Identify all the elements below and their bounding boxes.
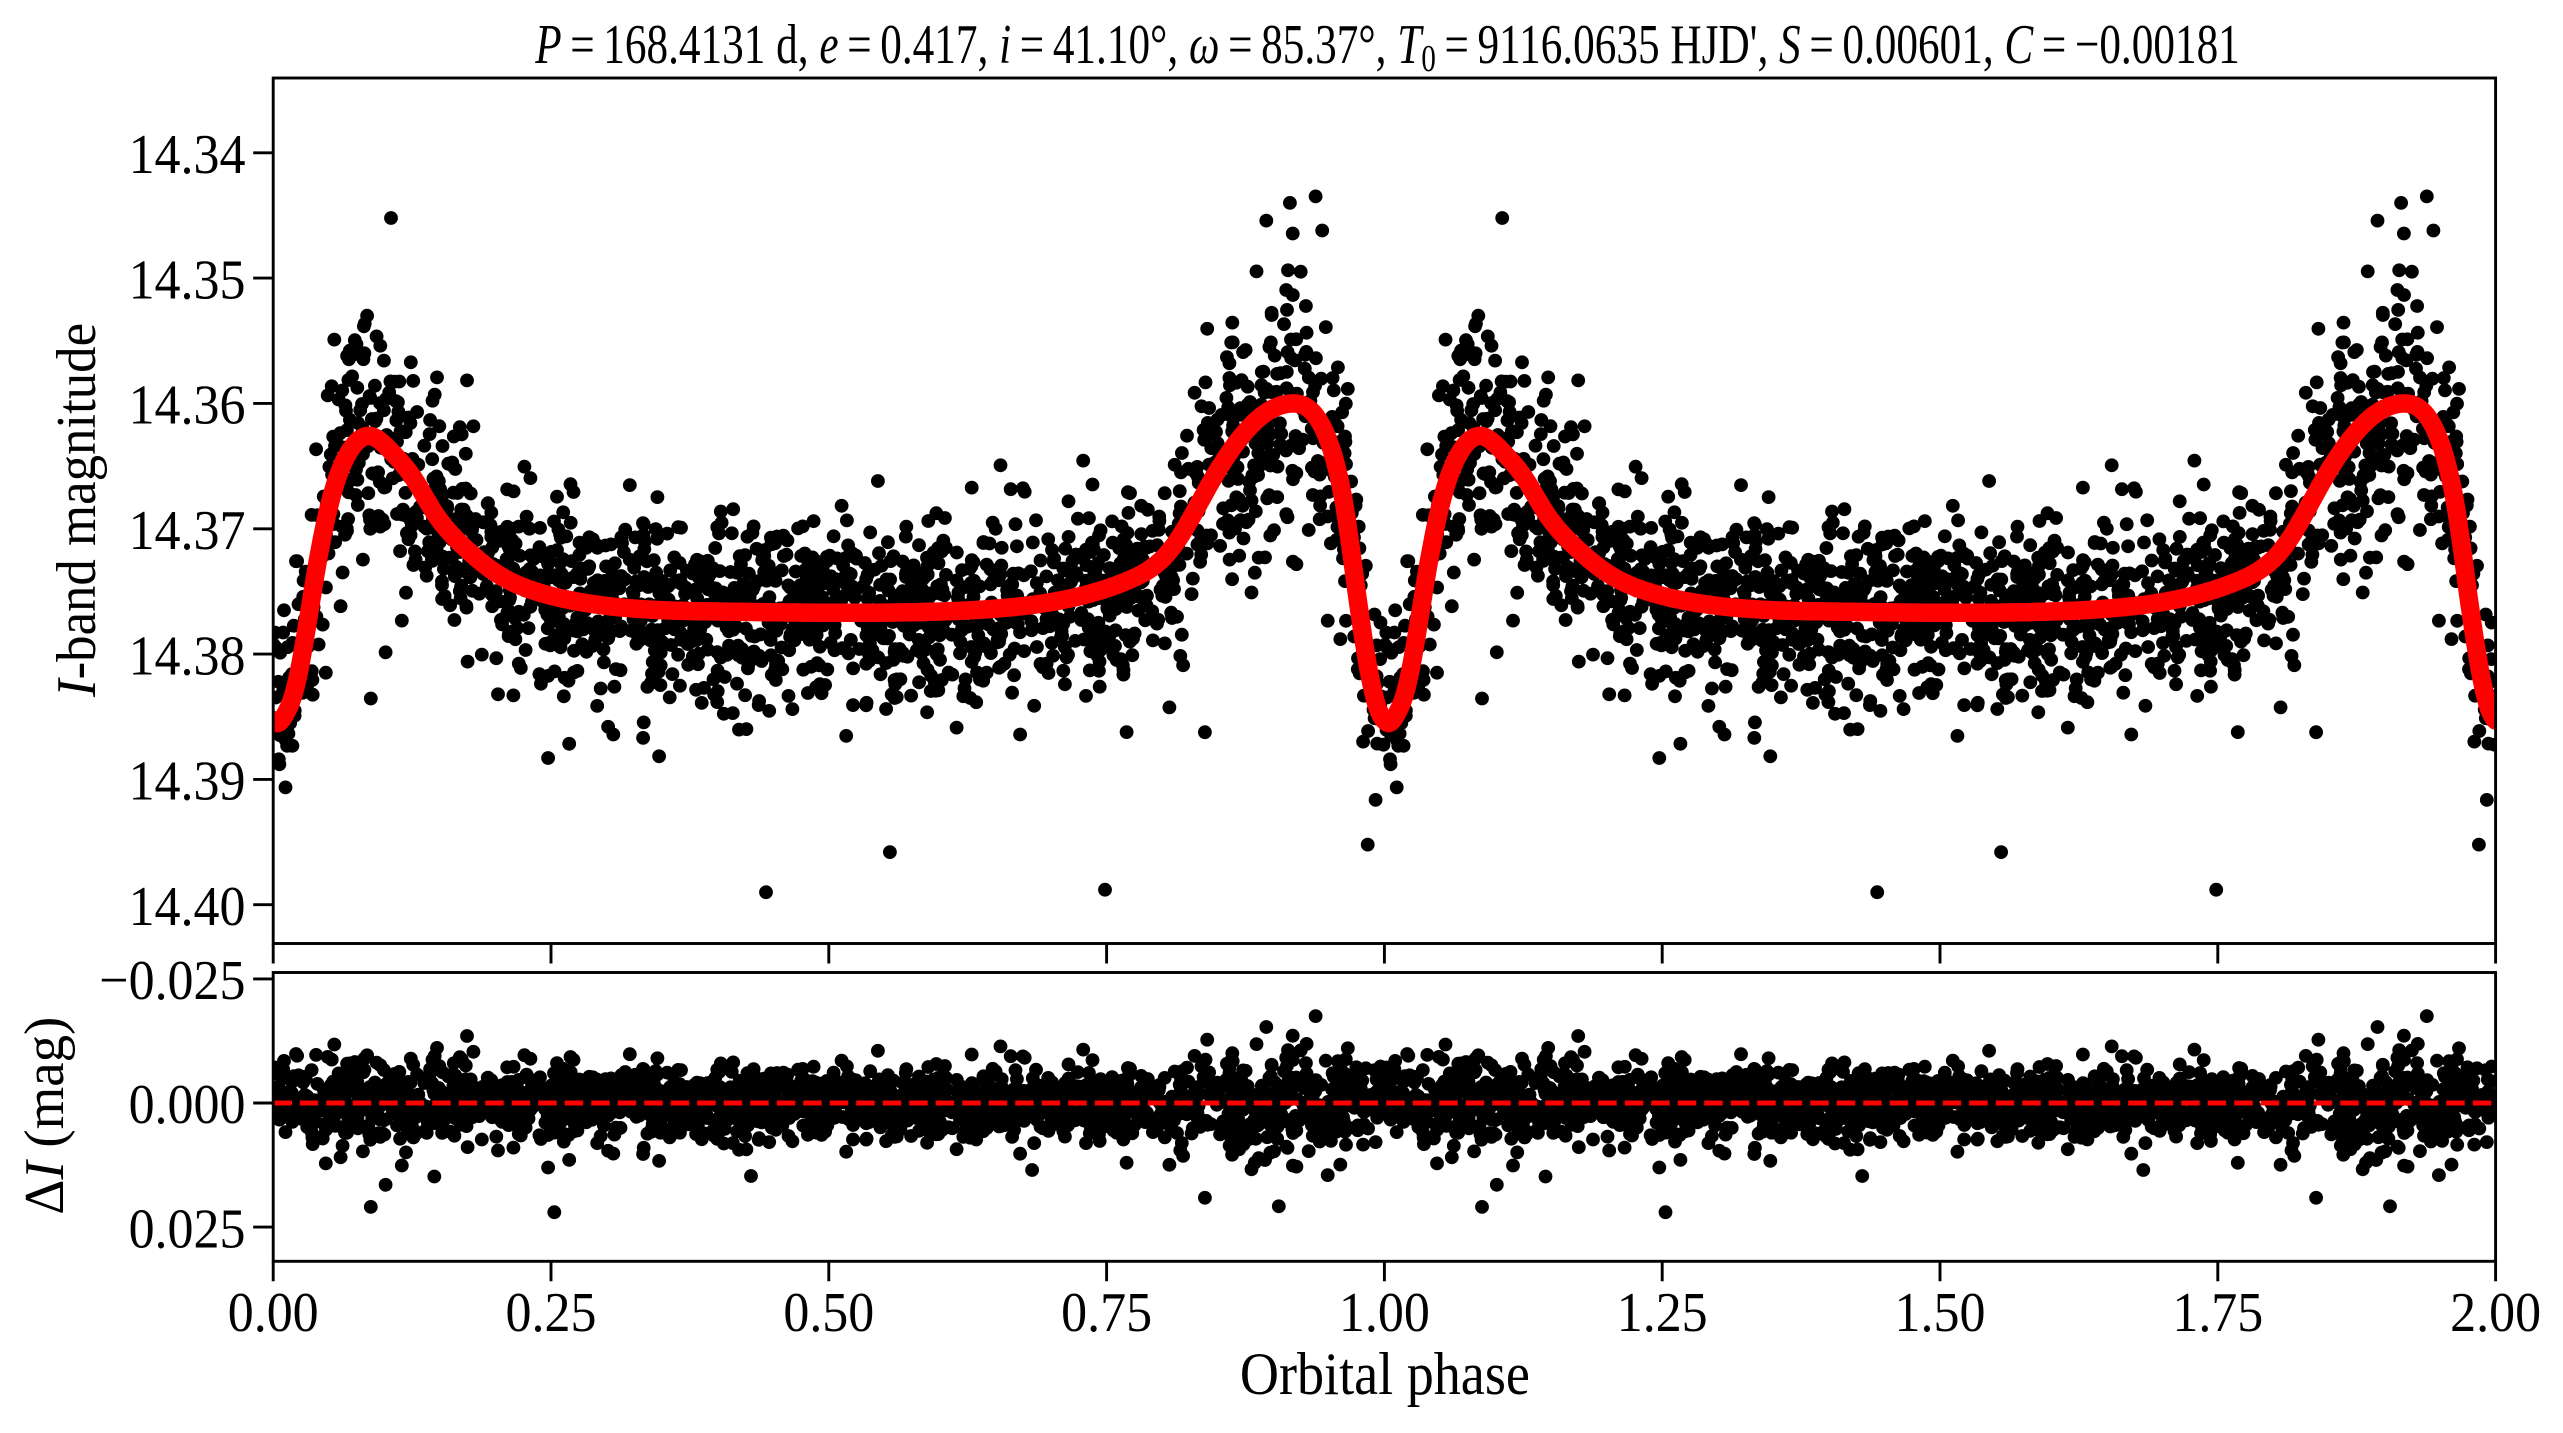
svg-text:14.35: 14.35 [129,248,246,310]
svg-text:0.25: 0.25 [506,1281,597,1343]
svg-text:14.38: 14.38 [129,624,246,686]
svg-text:ΔI (mag): ΔI (mag) [13,1017,76,1215]
svg-text:0.00: 0.00 [228,1281,319,1343]
svg-text:1.00: 1.00 [1339,1281,1430,1343]
svg-text:14.40: 14.40 [129,875,246,937]
svg-text:14.39: 14.39 [129,750,246,812]
svg-text:1.25: 1.25 [1617,1281,1708,1343]
svg-text:1.75: 1.75 [2172,1281,2263,1343]
svg-text:0.025: 0.025 [129,1197,246,1259]
svg-text:2.00: 2.00 [2450,1281,2541,1343]
svg-text:P = 168.4131 d, e = 0.417, i =: P = 168.4131 d, e = 0.417, i = 41.10°, ω… [534,12,2239,80]
svg-text:14.36: 14.36 [129,374,246,436]
svg-text:0.000: 0.000 [129,1073,246,1135]
svg-text:I-band magnitude: I-band magnitude [44,323,107,698]
svg-text:1.50: 1.50 [1895,1281,1986,1343]
svg-text:14.34: 14.34 [129,123,246,185]
svg-text:0.75: 0.75 [1061,1281,1152,1343]
svg-text:0.50: 0.50 [783,1281,874,1343]
svg-text:14.37: 14.37 [129,499,246,561]
svg-text:−0.025: −0.025 [99,949,245,1011]
svg-text:Orbital phase: Orbital phase [1240,1341,1530,1407]
